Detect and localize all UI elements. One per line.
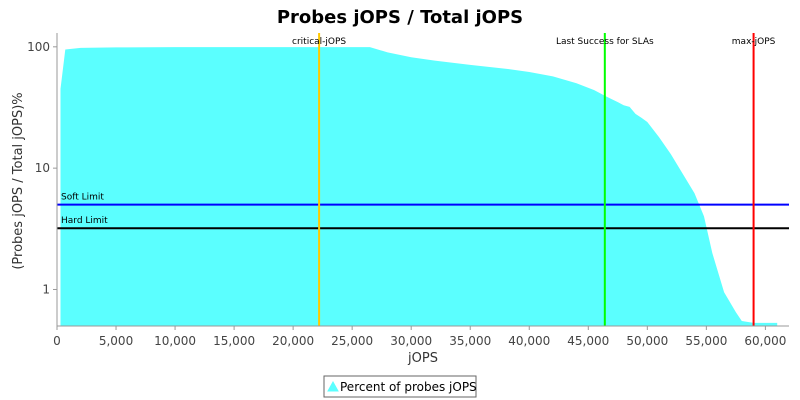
legend-entry-label: Percent of probes jOPS [340, 380, 477, 394]
v-marker-label-2: max-jOPS [732, 37, 776, 47]
legend-box [323, 375, 477, 398]
x-tick-label-9: 45,000 [567, 334, 609, 348]
legend: Percent of probes jOPS [323, 375, 477, 398]
v-marker-label-1: Last Success for SLAs [556, 37, 654, 47]
x-tick-label-12: 60,000 [744, 334, 786, 348]
x-tick-label-8: 40,000 [508, 334, 550, 348]
x-tick-label-5: 25,000 [331, 334, 373, 348]
x-tick-label-7: 35,000 [449, 334, 491, 348]
x-tick-label-11: 55,000 [685, 334, 727, 348]
x-tick-label-0: 0 [53, 334, 61, 348]
plot-area: Soft Limit Hard Limit critical-jOPS Last Su… [27, 33, 789, 348]
x-axis-label: jOPS [407, 351, 438, 366]
x-tick-label-6: 30,000 [390, 334, 432, 348]
y-tick-label-2: 100 [27, 40, 50, 54]
v-marker-label-0: critical-jOPS [292, 37, 346, 47]
chart-title: Probes jOPS / Total jOPS [277, 7, 523, 28]
x-tick-label-10: 50,000 [626, 334, 668, 348]
x-tick-label-3: 15,000 [213, 334, 255, 348]
h-marker-label-0: Soft Limit [61, 193, 104, 203]
legend-swatch-icon [327, 380, 339, 392]
x-tick-label-1: 5,000 [99, 334, 133, 348]
y-tick-label-0: 1 [42, 282, 50, 296]
y-axis-label: (Probes jOPS / Total jOPS)% [11, 92, 26, 269]
area-series-0 [60, 47, 778, 326]
h-marker-label-1: Hard Limit [61, 216, 108, 226]
y-tick-label-1: 10 [35, 161, 50, 175]
x-tick-label-4: 20,000 [272, 334, 314, 348]
x-tick-label-2: 10,000 [154, 334, 196, 348]
